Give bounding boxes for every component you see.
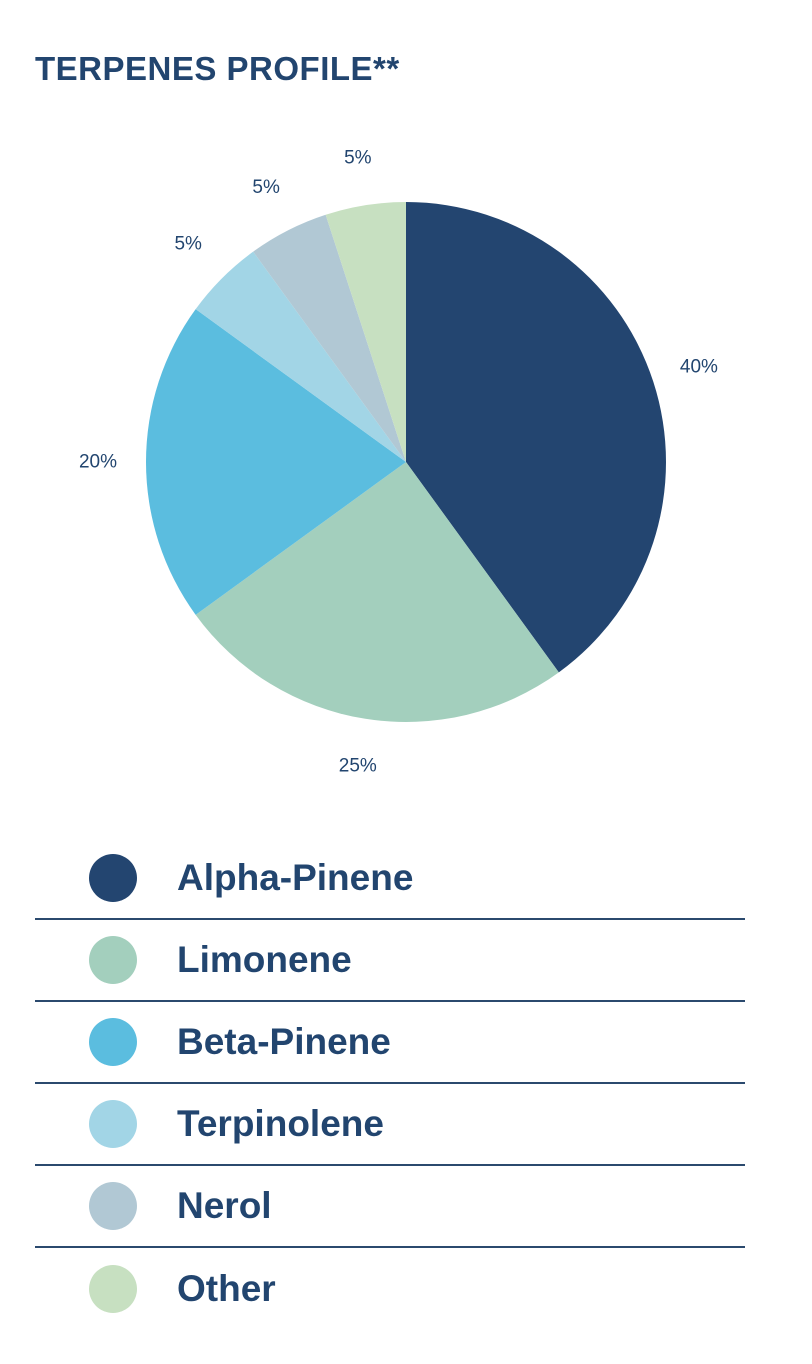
pie-slice-beta-pinene: [145, 309, 406, 615]
legend-label: Nerol: [177, 1185, 272, 1226]
slice-label-beta-pinene: 20%: [79, 452, 117, 473]
legend-item-alpha-pinene: Alpha-Pinene: [35, 838, 745, 920]
legend-swatch: [89, 1265, 137, 1313]
legend-swatch: [89, 936, 137, 984]
legend-item-terpinolene: Terpinolene: [35, 1084, 745, 1166]
pie-chart: 40% 25% 20% 5% 5% 5%: [79, 147, 718, 777]
legend-swatch: [89, 1182, 137, 1230]
pie-slice-terpinolene: [195, 251, 406, 462]
legend-item-limonene: Limonene: [35, 920, 745, 1002]
legend-label: Alpha-Pinene: [177, 857, 414, 898]
legend-label: Terpinolene: [177, 1103, 384, 1144]
pie-slice-nerol: [253, 214, 406, 462]
pie-slice-limonene: [195, 462, 559, 722]
legend-label: Other: [177, 1268, 276, 1309]
legend-label: Limonene: [177, 939, 352, 980]
slice-label-terpinolene: 5%: [174, 234, 202, 255]
slice-label-limonene: 25%: [339, 756, 377, 777]
slice-label-nerol: 5%: [252, 177, 280, 198]
chart-title: TERPENES PROFILE**: [35, 50, 400, 87]
legend-item-beta-pinene: Beta-Pinene: [35, 1002, 745, 1084]
legend-label: Beta-Pinene: [177, 1021, 391, 1062]
slice-label-alpha-pinene: 40%: [680, 356, 718, 377]
slice-label-other: 5%: [344, 147, 372, 168]
legend-swatch: [89, 854, 137, 902]
legend-item-other: Other: [35, 1248, 745, 1330]
pie-slice-other: [325, 202, 406, 462]
chart-legend: Alpha-Pinene Limonene Beta-Pinene Terpinole…: [35, 838, 745, 1330]
legend-swatch: [89, 1018, 137, 1066]
legend-item-nerol: Nerol: [35, 1166, 745, 1248]
pie-slice-alpha-pinene: [406, 202, 666, 673]
legend-swatch: [89, 1100, 137, 1148]
